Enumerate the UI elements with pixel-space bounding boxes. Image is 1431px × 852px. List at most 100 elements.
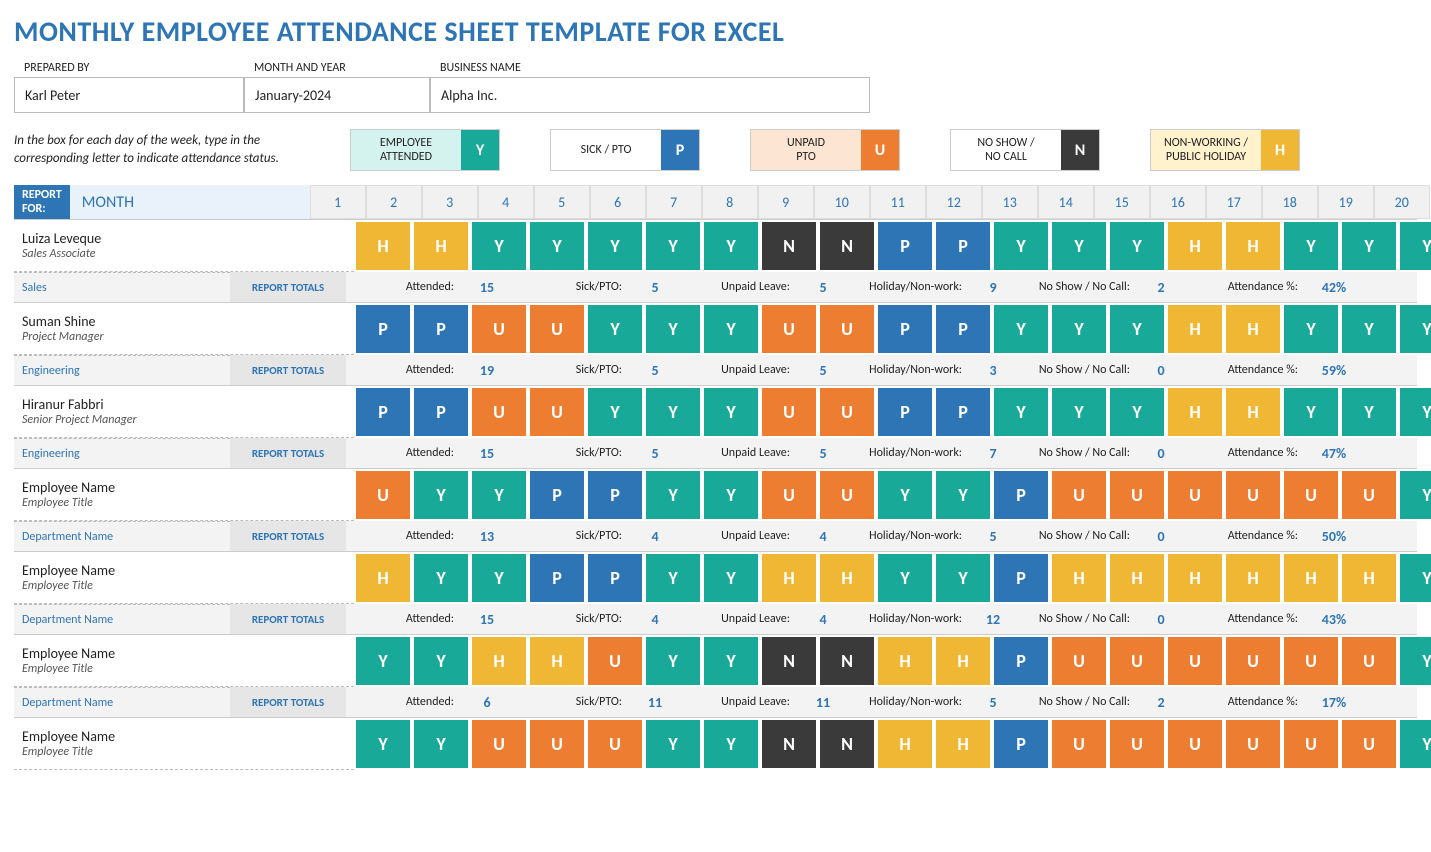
attendance-cell[interactable]: U [1110, 720, 1164, 768]
attendance-cell[interactable]: U [472, 720, 526, 768]
attendance-cell[interactable]: Y [1400, 388, 1431, 436]
attendance-cell[interactable]: H [1226, 222, 1280, 270]
attendance-cell[interactable]: Y [1342, 222, 1396, 270]
attendance-cell[interactable]: P [530, 554, 584, 602]
attendance-cell[interactable]: P [936, 305, 990, 353]
attendance-cell[interactable]: P [414, 305, 468, 353]
attendance-cell[interactable]: Y [646, 637, 700, 685]
attendance-cell[interactable]: U [1342, 637, 1396, 685]
attendance-cell[interactable]: H [1226, 554, 1280, 602]
attendance-cell[interactable]: H [1110, 554, 1164, 602]
attendance-cell[interactable]: Y [1400, 720, 1431, 768]
attendance-cell[interactable]: Y [472, 471, 526, 519]
attendance-cell[interactable]: H [1168, 222, 1222, 270]
attendance-cell[interactable]: Y [994, 305, 1048, 353]
attendance-cell[interactable]: H [472, 637, 526, 685]
attendance-cell[interactable]: P [414, 388, 468, 436]
attendance-cell[interactable]: N [762, 637, 816, 685]
attendance-cell[interactable]: U [1284, 637, 1338, 685]
attendance-cell[interactable]: Y [414, 720, 468, 768]
attendance-cell[interactable]: H [1168, 305, 1222, 353]
attendance-cell[interactable]: P [936, 222, 990, 270]
attendance-cell[interactable]: P [936, 388, 990, 436]
attendance-cell[interactable]: Y [936, 471, 990, 519]
attendance-cell[interactable]: U [1284, 720, 1338, 768]
attendance-cell[interactable]: Y [704, 471, 758, 519]
attendance-cell[interactable]: Y [936, 554, 990, 602]
attendance-cell[interactable]: H [1168, 388, 1222, 436]
attendance-cell[interactable]: U [762, 305, 816, 353]
attendance-cell[interactable]: H [356, 222, 410, 270]
attendance-cell[interactable]: Y [1110, 305, 1164, 353]
attendance-cell[interactable]: H [530, 637, 584, 685]
attendance-cell[interactable]: Y [1284, 222, 1338, 270]
attendance-cell[interactable]: Y [1400, 222, 1431, 270]
attendance-cell[interactable]: Y [414, 637, 468, 685]
attendance-cell[interactable]: U [762, 388, 816, 436]
attendance-cell[interactable]: Y [414, 554, 468, 602]
attendance-cell[interactable]: Y [704, 720, 758, 768]
attendance-cell[interactable]: U [1226, 471, 1280, 519]
attendance-cell[interactable]: Y [646, 305, 700, 353]
attendance-cell[interactable]: Y [1400, 637, 1431, 685]
attendance-cell[interactable]: H [414, 222, 468, 270]
attendance-cell[interactable]: H [936, 637, 990, 685]
attendance-cell[interactable]: U [820, 388, 874, 436]
attendance-cell[interactable]: P [878, 305, 932, 353]
attendance-cell[interactable]: P [588, 471, 642, 519]
attendance-cell[interactable]: Y [1110, 388, 1164, 436]
header-value[interactable]: Alpha Inc. [430, 77, 870, 113]
attendance-cell[interactable]: P [994, 720, 1048, 768]
attendance-cell[interactable]: U [356, 471, 410, 519]
attendance-cell[interactable]: Y [704, 222, 758, 270]
attendance-cell[interactable]: U [530, 720, 584, 768]
attendance-cell[interactable]: Y [704, 305, 758, 353]
attendance-cell[interactable]: P [356, 305, 410, 353]
attendance-cell[interactable]: Y [704, 554, 758, 602]
attendance-cell[interactable]: U [1168, 637, 1222, 685]
attendance-cell[interactable]: U [472, 388, 526, 436]
attendance-cell[interactable]: Y [646, 222, 700, 270]
attendance-cell[interactable]: U [588, 720, 642, 768]
attendance-cell[interactable]: U [820, 471, 874, 519]
attendance-cell[interactable]: H [878, 720, 932, 768]
attendance-cell[interactable]: Y [646, 720, 700, 768]
attendance-cell[interactable]: Y [588, 305, 642, 353]
attendance-cell[interactable]: H [878, 637, 932, 685]
attendance-cell[interactable]: Y [1400, 305, 1431, 353]
attendance-cell[interactable]: Y [878, 471, 932, 519]
attendance-cell[interactable]: Y [994, 388, 1048, 436]
attendance-cell[interactable]: U [1052, 471, 1106, 519]
attendance-cell[interactable]: H [936, 720, 990, 768]
attendance-cell[interactable]: Y [646, 388, 700, 436]
attendance-cell[interactable]: H [1226, 305, 1280, 353]
attendance-cell[interactable]: Y [646, 554, 700, 602]
attendance-cell[interactable]: Y [356, 720, 410, 768]
attendance-cell[interactable]: Y [1342, 305, 1396, 353]
attendance-cell[interactable]: U [1052, 720, 1106, 768]
attendance-cell[interactable]: H [1342, 554, 1396, 602]
attendance-cell[interactable]: N [762, 222, 816, 270]
attendance-cell[interactable]: H [1226, 388, 1280, 436]
attendance-cell[interactable]: Y [1110, 222, 1164, 270]
header-value[interactable]: January-2024 [244, 77, 430, 113]
attendance-cell[interactable]: P [878, 222, 932, 270]
attendance-cell[interactable]: Y [472, 554, 526, 602]
attendance-cell[interactable]: H [762, 554, 816, 602]
attendance-cell[interactable]: U [1052, 637, 1106, 685]
attendance-cell[interactable]: U [1342, 720, 1396, 768]
attendance-cell[interactable]: N [820, 222, 874, 270]
attendance-cell[interactable]: P [878, 388, 932, 436]
attendance-cell[interactable]: Y [1284, 305, 1338, 353]
attendance-cell[interactable]: U [1110, 471, 1164, 519]
attendance-cell[interactable]: Y [356, 637, 410, 685]
attendance-cell[interactable]: Y [1052, 222, 1106, 270]
attendance-cell[interactable]: Y [1400, 554, 1431, 602]
attendance-cell[interactable]: P [588, 554, 642, 602]
attendance-cell[interactable]: U [1226, 637, 1280, 685]
attendance-cell[interactable]: H [820, 554, 874, 602]
attendance-cell[interactable]: H [1284, 554, 1338, 602]
attendance-cell[interactable]: U [588, 637, 642, 685]
attendance-cell[interactable]: U [1342, 471, 1396, 519]
attendance-cell[interactable]: Y [878, 554, 932, 602]
